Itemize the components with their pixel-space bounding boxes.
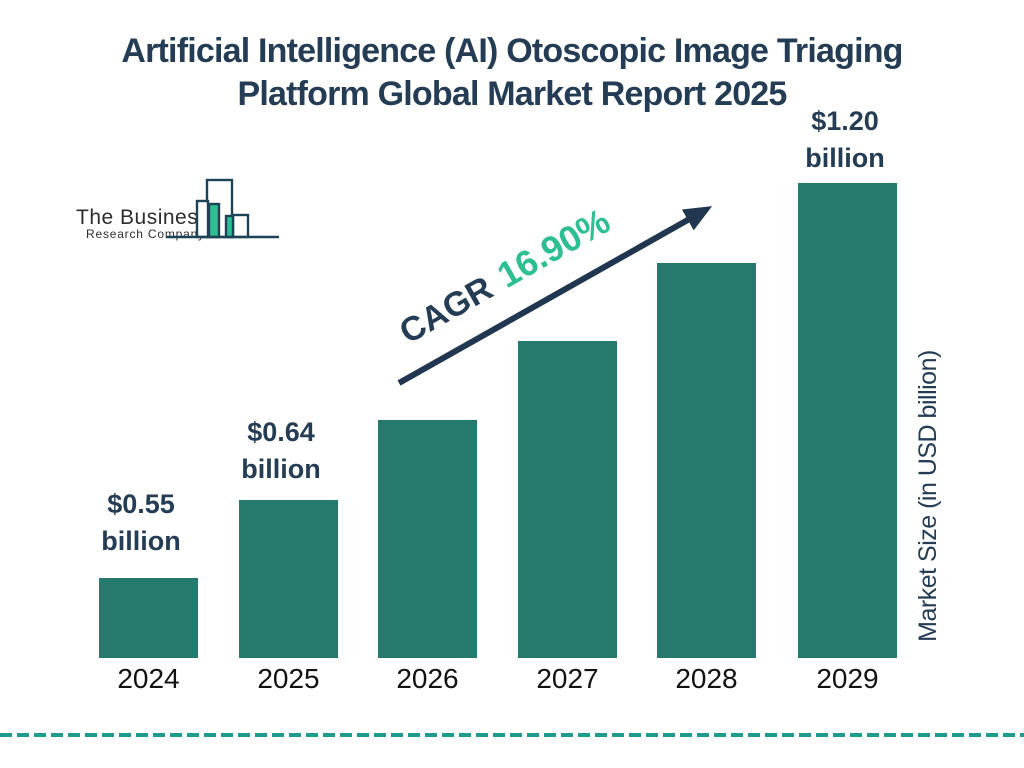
bar-2029 [798,183,897,658]
value-label-2025-unit: billion [241,454,321,484]
chart-title: Artificial Intelligence (AI) Otoscopic I… [0,30,1024,116]
bar-2025 [239,500,338,658]
value-label-2029: $1.20 billion [765,103,925,177]
bar-2024 [99,578,198,658]
company-logo: The Business Research Company [76,178,279,241]
logo-bar-chart-icon [166,178,279,239]
x-axis-label-2025: 2025 [257,663,320,694]
value-label-2024-amount: $0.55 [107,489,175,519]
dashed-divider [0,733,1024,737]
value-label-2029-unit: billion [805,143,885,173]
chart-title-line2: Platform Global Market Report 2025 [237,75,787,113]
x-axis-label-2024: 2024 [117,663,180,694]
x-axis-label-2026: 2026 [396,663,459,694]
value-label-2024: $0.55 billion [61,486,221,560]
logo-company-name: The Business [76,206,209,229]
chart-title-line1: Artificial Intelligence (AI) Otoscopic I… [121,32,903,70]
value-label-2024-unit: billion [101,526,181,556]
value-label-2029-amount: $1.20 [811,106,879,136]
y-axis-title: Market Size (in USD billion) [914,350,942,642]
bar-2028 [657,263,756,658]
x-axis-label-2028: 2028 [675,663,738,694]
bar-2027 [518,341,617,658]
bar-2026 [378,420,477,658]
logo-company-subname: Research Company [86,227,205,241]
x-axis-label-2027: 2027 [536,663,599,694]
cagr-growth-arrow-icon [397,206,713,386]
value-label-2025-amount: $0.64 [247,417,315,447]
value-label-2025: $0.64 billion [201,414,361,488]
x-axis-label-2029: 2029 [816,663,879,694]
